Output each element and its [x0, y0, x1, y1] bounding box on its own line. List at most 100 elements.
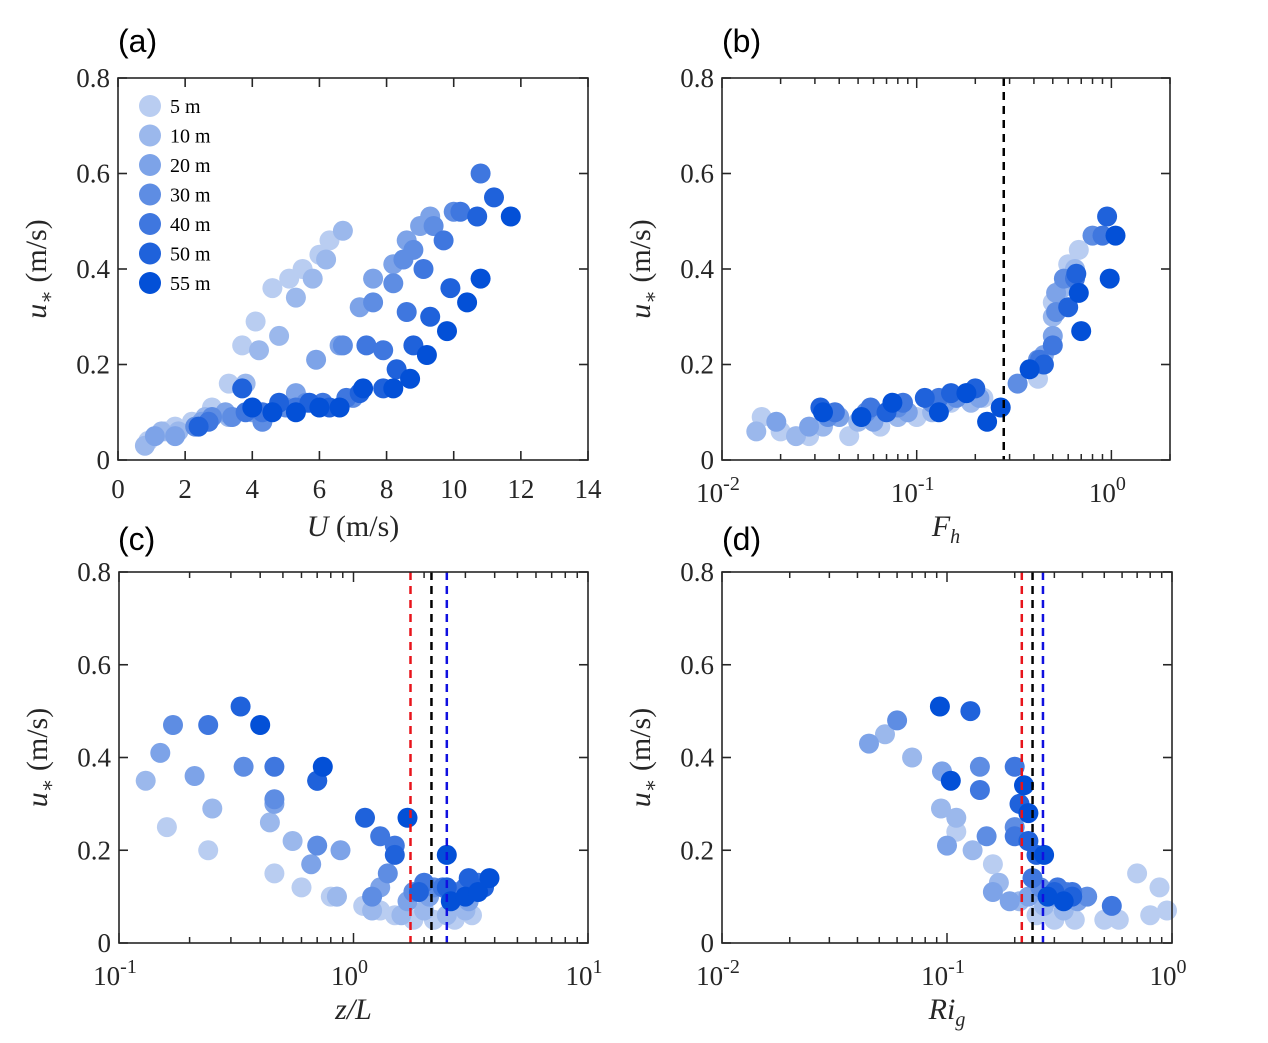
legend-marker [139, 272, 161, 294]
x-tick-label: 100 [331, 956, 368, 991]
data-point [383, 273, 404, 294]
series-55m [813, 225, 1126, 432]
data-point [312, 756, 333, 777]
panel-label: (b) [722, 23, 761, 59]
y-tick-label: 0.8 [77, 557, 111, 587]
data-point [165, 426, 186, 447]
data-point [1058, 297, 1079, 318]
data-point [150, 742, 171, 763]
data-point [309, 397, 330, 418]
data-point [282, 831, 303, 851]
legend-marker [139, 124, 161, 147]
legend-marker [139, 154, 161, 176]
y-tick-label: 0.6 [680, 650, 714, 680]
data-point [468, 882, 489, 902]
data-point [914, 387, 935, 408]
data-point [962, 840, 983, 861]
x-tick-label: 101 [566, 956, 603, 991]
data-point [262, 402, 283, 423]
y-tick-label: 0.2 [680, 350, 714, 380]
data-point [960, 701, 981, 722]
data-point [1068, 239, 1089, 260]
data-point [423, 216, 444, 236]
data-point [384, 844, 405, 865]
data-point [355, 807, 375, 828]
x-tick-label: 14 [575, 474, 603, 504]
y-axis-label: u∗ (m/s) [20, 219, 58, 318]
data-point [929, 696, 950, 717]
y-tick-label: 0.6 [77, 650, 111, 680]
data-point [413, 259, 434, 279]
data-point [766, 411, 787, 432]
data-point [433, 230, 454, 251]
data-point [269, 325, 290, 346]
data-point [363, 268, 384, 289]
y-tick-label: 0.6 [680, 159, 714, 189]
y-tick-label: 0.2 [77, 835, 111, 865]
data-point [977, 411, 998, 432]
series-40m [198, 715, 489, 898]
panel-c: 0 0.2 0.4 0.6 0.8 10-1 100 101 (c) u∗ (m/s) z/L [21, 521, 603, 1026]
y-tick-label: 0 [97, 445, 111, 475]
data-point [928, 402, 949, 423]
data-point [470, 163, 491, 184]
y-tick-label: 0.4 [77, 743, 111, 773]
data-point [882, 392, 903, 413]
legend-label: 10 m [170, 126, 211, 148]
x-tick-label: 10 [440, 474, 467, 504]
data-point [135, 770, 156, 791]
data-point [887, 710, 908, 731]
data-point [1053, 891, 1074, 912]
data-point [440, 278, 461, 299]
data-point [362, 886, 383, 907]
data-point [1140, 905, 1161, 926]
data-point [851, 407, 872, 427]
x-tick-label: 4 [246, 474, 260, 504]
legend-label: 30 m [170, 185, 211, 207]
data-point [479, 868, 500, 889]
data-point [332, 220, 353, 241]
data-point [1097, 206, 1118, 227]
markers-c [135, 696, 500, 930]
series-55m [250, 715, 500, 912]
data-point [230, 696, 251, 717]
x-tick-label: 2 [178, 474, 192, 504]
data-point [232, 378, 253, 399]
data-point [1018, 803, 1039, 824]
data-point [202, 798, 223, 819]
data-point [470, 268, 491, 289]
markers-d [859, 696, 1177, 930]
panel-label: (a) [118, 23, 157, 59]
x-tick-label: 10-1 [93, 956, 137, 991]
x-axis-label: z/L [334, 993, 372, 1026]
data-point [1007, 373, 1028, 394]
data-point [1077, 886, 1098, 907]
data-point [397, 807, 418, 828]
data-point [362, 900, 383, 921]
data-point [420, 306, 441, 327]
data-point [500, 206, 521, 227]
y-tick-label: 0 [98, 928, 112, 958]
data-point [969, 756, 990, 777]
y-tick-label: 0 [701, 445, 715, 475]
legend-label: 5 m [170, 96, 201, 118]
data-point [484, 187, 504, 208]
data-point [940, 770, 961, 791]
legend-label: 55 m [170, 273, 211, 295]
data-point [969, 780, 990, 800]
y-tick-label: 0 [701, 928, 715, 958]
panel-b: 0 0.2 0.4 0.6 0.8 10-2 10-1 100 (b) u∗ (m/s) Fh [624, 23, 1171, 548]
data-point [262, 278, 283, 299]
x-tick-label: 8 [380, 474, 394, 504]
data-point [956, 383, 977, 404]
data-point [941, 383, 961, 404]
data-point [198, 715, 219, 735]
data-point [259, 812, 280, 833]
legend-label: 40 m [170, 214, 211, 236]
y-tick-label: 0.2 [680, 835, 714, 865]
x-tick-label: 10-1 [921, 956, 965, 991]
data-point [982, 854, 1003, 875]
y-axis-label: u∗ (m/s) [624, 219, 662, 318]
data-point [1019, 359, 1040, 380]
